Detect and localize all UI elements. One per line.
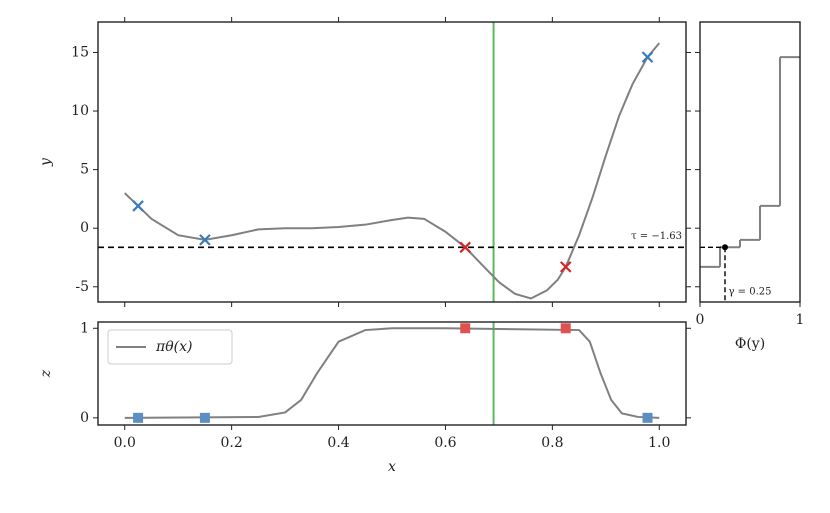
threshold-label: τ = −1.63 [631, 231, 682, 242]
square-marker [133, 412, 144, 423]
x-tick-label: 0 [696, 312, 705, 328]
plot-frame [699, 21, 801, 303]
y-axis-label: y [38, 157, 54, 167]
gamma-point [722, 244, 728, 251]
x-marker [559, 261, 572, 273]
curve [124, 42, 661, 300]
square-marker [199, 412, 210, 423]
x-tick-label: 0.2 [221, 435, 243, 451]
x-tick-label: 1.0 [648, 435, 670, 451]
y-tick-label: 15 [71, 44, 89, 60]
y-axis-label: z [38, 369, 54, 378]
plot-frame [97, 21, 687, 303]
gamma-label: γ = 0.25 [729, 287, 772, 298]
legend-label: πθ(x) [155, 339, 192, 355]
x-tick-label: 0.6 [434, 435, 456, 451]
x-marker [459, 241, 472, 254]
y-tick-label: 10 [71, 103, 89, 119]
x-tick-label: 0.0 [114, 435, 136, 451]
y-tick-label: 0 [80, 220, 89, 236]
y-tick-label: 1 [80, 320, 89, 336]
curve [124, 327, 660, 419]
plot-frame [97, 321, 687, 426]
legend-box [107, 329, 233, 365]
x-marker [132, 200, 144, 212]
x-axis-label: Φ(y) [735, 336, 765, 352]
x-tick-label: 1 [796, 312, 805, 328]
y-tick-label: 5 [80, 162, 89, 178]
square-marker [560, 323, 571, 334]
x-marker [199, 234, 211, 246]
square-marker [642, 412, 653, 423]
x-marker [641, 51, 654, 63]
x-tick-label: 0.4 [327, 435, 349, 451]
x-tick-label: 0.8 [541, 435, 563, 451]
square-marker [460, 323, 471, 334]
y-tick-label: -5 [75, 279, 89, 295]
y-tick-label: 0 [80, 410, 89, 426]
x-axis-label: x [388, 459, 396, 475]
